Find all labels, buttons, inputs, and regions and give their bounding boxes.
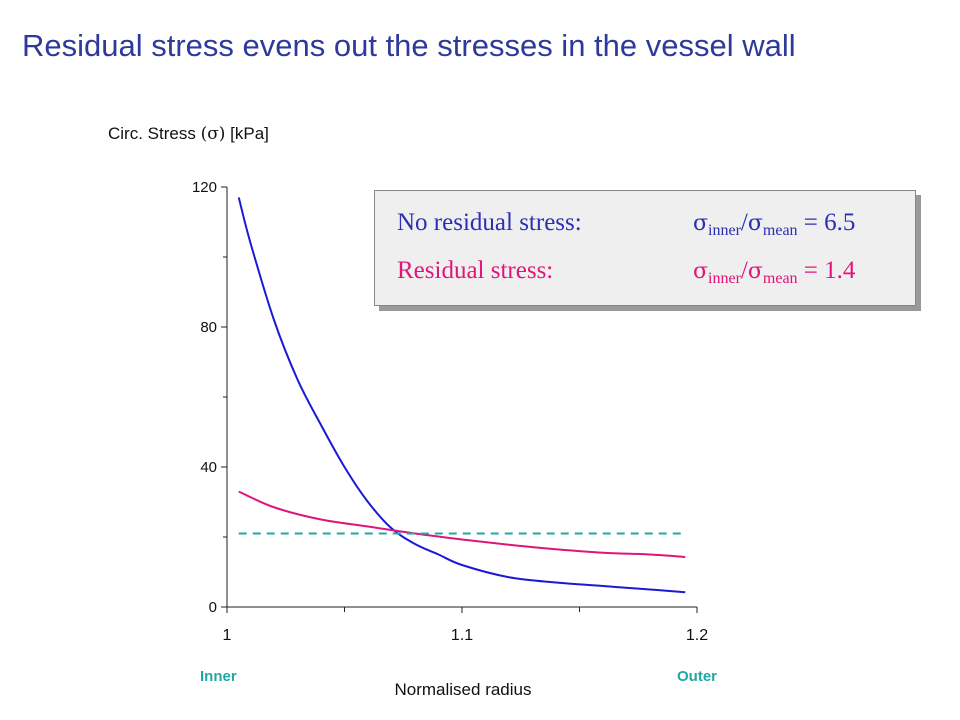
y-axis-label: Circ. Stress (σ) [kPa] — [108, 124, 269, 144]
sigma-symbol: σ — [693, 259, 709, 284]
legend-row-no-residual: No residual stress: σinner/σmean = 6.5 — [397, 209, 855, 239]
y-tick-label: 40 — [200, 459, 217, 476]
sigma-symbol: σ — [747, 259, 763, 284]
legend-row-residual: Residual stress: σinner/σmean = 1.4 — [397, 257, 855, 287]
ratio-slash: / — [740, 209, 748, 236]
x-axis-label: Normalised radius — [395, 680, 532, 699]
sigma-symbol: σ — [747, 211, 763, 236]
legend-ratio-residual: σinner/σmean = 1.4 — [693, 257, 855, 288]
x-tick-label: 1.1 — [451, 627, 473, 644]
residual-stress-line — [238, 490, 686, 558]
page-title: Residual stress evens out the stresses i… — [22, 28, 796, 63]
x-tick-label: 1.2 — [686, 627, 708, 644]
legend-label-residual: Residual stress: — [397, 257, 554, 284]
sigma-symbol: σ — [693, 211, 709, 236]
outer-label: Outer — [677, 668, 717, 685]
legend-box: No residual stress: σinner/σmean = 6.5 R… — [374, 190, 916, 306]
ratio-slash: / — [740, 257, 748, 284]
y-axis-label-unit: [kPa] — [225, 124, 269, 143]
ratio-sub-mean: mean — [762, 222, 798, 239]
ratio-sub-inner: inner — [708, 270, 741, 287]
ratio-sub-mean: mean — [762, 270, 798, 287]
inner-label: Inner — [200, 668, 237, 685]
ratio-value: = 6.5 — [803, 209, 856, 236]
ratio-sub-inner: inner — [708, 222, 741, 239]
chart-series — [237, 197, 686, 594]
y-tick-label: 0 — [209, 599, 217, 616]
y-tick-label: 80 — [200, 319, 217, 336]
legend-ratio-no-residual: σinner/σmean = 6.5 — [693, 209, 855, 240]
y-axis-label-symbol: (σ) — [200, 124, 226, 144]
chart-axes: 0 40 80 120 1 1.1 1.2 — [192, 179, 708, 644]
y-tick-label: 120 — [192, 179, 217, 196]
x-tick-label: 1 — [223, 627, 232, 644]
ratio-value: = 1.4 — [803, 257, 856, 284]
no-residual-stress-line — [237, 197, 686, 594]
legend-label-no-residual: No residual stress: — [397, 209, 582, 236]
y-axis-label-prefix: Circ. Stress — [108, 124, 201, 143]
